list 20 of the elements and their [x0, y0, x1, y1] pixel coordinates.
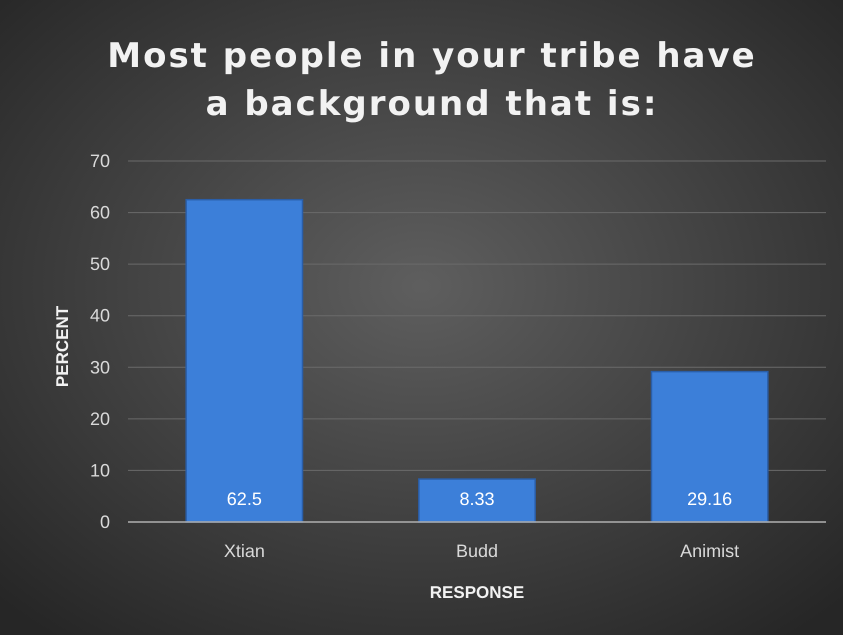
y-tick-label: 10 — [90, 460, 110, 480]
bar — [418, 478, 536, 523]
y-tick-label: 40 — [90, 306, 110, 326]
bar — [185, 198, 304, 523]
y-tick-label: 60 — [90, 202, 110, 223]
y-tick-label: 30 — [90, 357, 110, 378]
y-tick-label: 20 — [90, 408, 110, 429]
x-axis-title: RESPONSE — [430, 583, 524, 602]
data-label: 8.33 — [459, 489, 495, 509]
y-tick-label: 0 — [100, 512, 110, 532]
y-tick-label: 50 — [90, 254, 110, 274]
x-tick-label: Budd — [456, 541, 498, 561]
data-label: 29.16 — [687, 489, 732, 509]
y-tick-label: 70 — [90, 151, 110, 171]
bar — [650, 370, 769, 523]
x-tick-label: Animist — [680, 541, 740, 561]
x-tick-label: Xtian — [224, 541, 265, 561]
y-axis-title: PERCENT — [53, 305, 72, 388]
data-label: 62.5 — [226, 489, 262, 509]
chart-title: Most people in your tribe have a background that is: — [107, 36, 757, 124]
